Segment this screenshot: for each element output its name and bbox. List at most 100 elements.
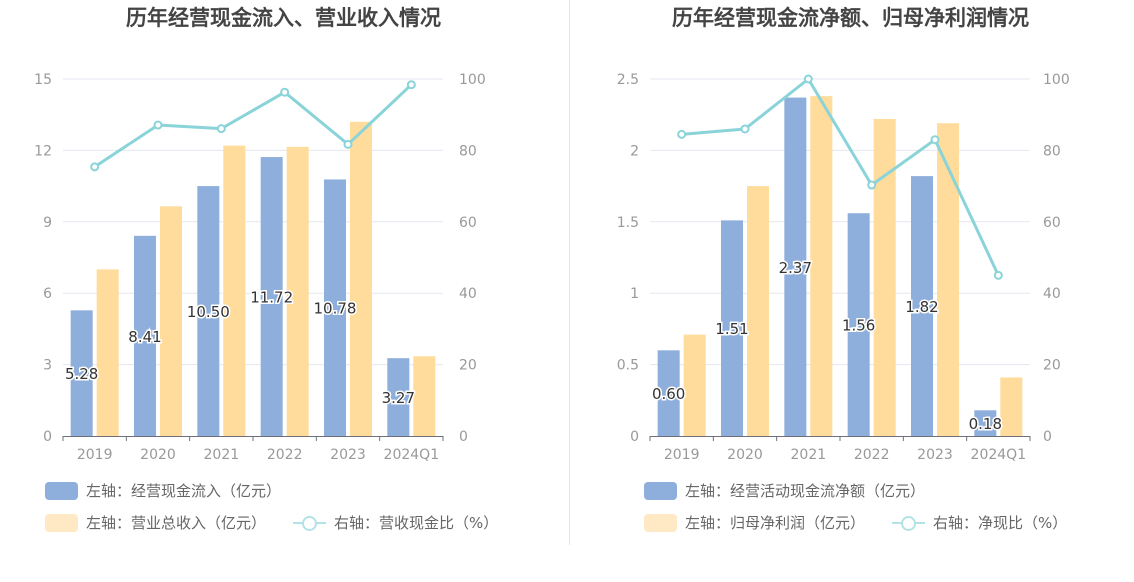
data-label: 10.78 bbox=[314, 300, 357, 318]
x-tick-label: 2022 bbox=[267, 447, 303, 463]
bar bbox=[134, 235, 156, 436]
y-tick-right: 20 bbox=[459, 358, 477, 374]
y-tick-left: 2.5 bbox=[617, 72, 639, 88]
chart-title: 历年经营现金流净额、归母净利润情况 bbox=[672, 6, 1029, 30]
y-tick-left: 12 bbox=[34, 143, 52, 159]
y-tick-left: 6 bbox=[43, 286, 52, 302]
legend-swatch bbox=[644, 513, 677, 532]
line-point bbox=[930, 135, 940, 145]
bar bbox=[197, 186, 220, 436]
x-tick-label: 2024Q1 bbox=[384, 447, 440, 463]
bar bbox=[70, 310, 93, 436]
legend-line-icon bbox=[293, 514, 326, 532]
legend-swatch bbox=[45, 513, 78, 532]
bar bbox=[937, 123, 959, 436]
x-tick-label: 2019 bbox=[77, 447, 113, 463]
chart-plot: 0 0 0.5 20 1 40 1.5 60 2 80 2.5 100 2019 2020 2021 2022… bbox=[617, 72, 1070, 463]
data-label: 11.72 bbox=[250, 289, 293, 307]
series-line bbox=[93, 83, 413, 169]
data-label: 0.18 bbox=[969, 415, 1002, 433]
legend-label: 左轴：经营现金流入（亿元） bbox=[86, 482, 282, 500]
bar bbox=[873, 118, 896, 436]
bar bbox=[847, 213, 870, 436]
x-tick-label: 2022 bbox=[854, 447, 890, 463]
y-tick-right: 20 bbox=[1043, 358, 1061, 374]
y-tick-right: 40 bbox=[1043, 286, 1061, 302]
y-tick-right: 60 bbox=[1043, 215, 1061, 231]
legend-line-icon bbox=[892, 514, 925, 532]
bar bbox=[1000, 377, 1023, 436]
bar bbox=[747, 186, 769, 436]
x-tick-label: 2024Q1 bbox=[971, 447, 1027, 463]
y-tick-left: 1.5 bbox=[617, 215, 639, 231]
bar bbox=[387, 358, 410, 436]
legend-swatch bbox=[644, 481, 677, 500]
bar bbox=[784, 97, 807, 437]
bar bbox=[96, 269, 119, 436]
legend-label: 右轴：净现比（%） bbox=[933, 514, 1068, 532]
y-tick-right: 0 bbox=[459, 429, 468, 445]
bar bbox=[657, 350, 680, 436]
data-label: 5.28 bbox=[65, 365, 98, 383]
y-tick-left: 9 bbox=[43, 215, 52, 231]
legend-label: 左轴：营业总收入（亿元） bbox=[86, 514, 267, 532]
x-tick-label: 2019 bbox=[664, 447, 700, 463]
legend-item-ratio[interactable]: 右轴：营收现金比（%） bbox=[293, 512, 498, 533]
line-point bbox=[343, 139, 353, 149]
line-point bbox=[993, 270, 1003, 280]
legend-swatch bbox=[45, 481, 78, 500]
line-point bbox=[153, 120, 163, 130]
bar bbox=[683, 334, 706, 436]
legend-item-cash-ratio[interactable]: 右轴：净现比（%） bbox=[892, 512, 1067, 533]
y-tick-left: 3 bbox=[43, 358, 52, 374]
data-label: 0.60 bbox=[652, 385, 685, 403]
y-tick-left: 1 bbox=[630, 286, 639, 302]
bar bbox=[223, 145, 246, 436]
bar bbox=[911, 176, 933, 436]
data-label: 1.82 bbox=[905, 298, 938, 316]
line-point bbox=[867, 180, 877, 190]
line-point bbox=[216, 124, 226, 134]
y-tick-right: 100 bbox=[459, 72, 486, 88]
data-label: 10.50 bbox=[187, 303, 230, 321]
y-tick-left: 0 bbox=[43, 429, 52, 445]
x-tick-label: 2021 bbox=[204, 447, 240, 463]
line-point bbox=[740, 124, 750, 134]
data-label: 2.37 bbox=[779, 259, 812, 277]
bar bbox=[324, 179, 346, 436]
legend-label: 左轴：归母净利润（亿元） bbox=[685, 514, 866, 532]
chart-left: 历年经营现金流入、营业收入情况 0 0 3 20 6 40 9 60 12 80 15 100 2019… bbox=[34, 6, 498, 533]
data-label: 8.41 bbox=[128, 328, 161, 346]
chart-plot: 0 0 3 20 6 40 9 60 12 80 15 100 2019 2020 2021 2022 2023… bbox=[34, 72, 486, 463]
y-tick-right: 100 bbox=[1043, 72, 1070, 88]
series-line bbox=[681, 77, 1000, 276]
bar bbox=[810, 96, 833, 437]
legend-label: 右轴：营收现金比（%） bbox=[334, 514, 499, 532]
x-tick-label: 2020 bbox=[140, 447, 176, 463]
data-label: 1.51 bbox=[715, 320, 748, 338]
line-point bbox=[90, 162, 100, 172]
legend-item-cash-inflow[interactable]: 左轴：经营现金流入（亿元） bbox=[45, 480, 281, 501]
chart-title: 历年经营现金流入、营业收入情况 bbox=[126, 6, 441, 30]
y-tick-left: 0.5 bbox=[617, 358, 639, 374]
x-tick-label: 2023 bbox=[330, 447, 366, 463]
bar bbox=[974, 410, 997, 436]
line-point bbox=[406, 80, 416, 90]
data-label: 3.27 bbox=[382, 389, 415, 407]
bar bbox=[260, 157, 283, 436]
legend-item-revenue[interactable]: 左轴：营业总收入（亿元） bbox=[45, 512, 266, 533]
line-point bbox=[803, 74, 813, 84]
y-tick-left: 15 bbox=[34, 72, 52, 88]
y-tick-right: 0 bbox=[1043, 429, 1052, 445]
legend-item-net-profit[interactable]: 左轴：归母净利润（亿元） bbox=[644, 512, 865, 533]
legend-item-net-cash[interactable]: 左轴：经营活动现金流净额（亿元） bbox=[644, 480, 925, 501]
data-label: 1.56 bbox=[842, 317, 875, 335]
y-tick-right: 60 bbox=[459, 215, 477, 231]
panel-divider bbox=[569, 0, 570, 545]
y-tick-right: 80 bbox=[459, 143, 477, 159]
bar bbox=[350, 121, 372, 436]
chart-right: 历年经营现金流净额、归母净利润情况 0 0 0.5 20 1 40 1.5 60 2 80 2.5 1… bbox=[567, 0, 1134, 582]
y-tick-left: 0 bbox=[630, 429, 639, 445]
bar bbox=[721, 220, 743, 436]
y-tick-right: 80 bbox=[1043, 143, 1061, 159]
